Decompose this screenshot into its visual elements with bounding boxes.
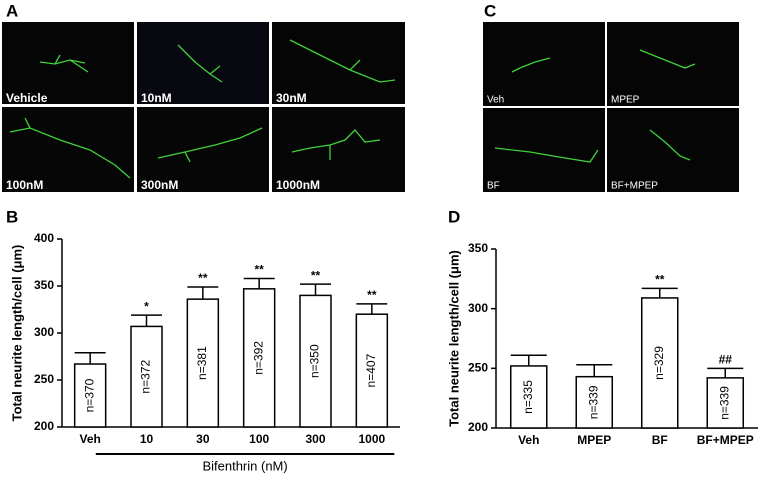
n-label: n=370 (82, 378, 96, 412)
bar (706, 377, 745, 429)
n-label: n=350 (308, 344, 322, 378)
y-tick-label: 200 (468, 420, 488, 434)
neurite (39, 54, 89, 73)
bar (640, 297, 679, 429)
n-label: n=392 (251, 341, 265, 375)
image-label: 300nM (141, 178, 178, 192)
significance-label: ** (198, 271, 208, 285)
panel-letter: B (6, 207, 18, 226)
neurite (291, 129, 381, 160)
bar (509, 365, 548, 429)
neurite (511, 57, 551, 73)
x-tick-label: 30 (196, 432, 210, 446)
bar (186, 298, 220, 428)
n-label: n=381 (195, 346, 209, 380)
panel-letter: D (448, 207, 460, 226)
y-tick-label: 300 (468, 301, 488, 315)
micrograph (137, 22, 269, 104)
x-tick-label: BF (652, 433, 668, 447)
neurite (289, 39, 396, 83)
significance-label: ## (719, 353, 733, 367)
image-label: Veh (487, 95, 504, 106)
x-tick-label: 300 (305, 432, 325, 446)
y-tick-label: 350 (34, 278, 54, 292)
n-label: n=407 (364, 353, 378, 387)
n-label: n=329 (652, 346, 666, 380)
image-label: 1000nM (276, 178, 320, 192)
bar-chart: 200 250 300 350 400 Total neurite length/cell… (9, 231, 400, 473)
bar (575, 375, 614, 429)
x-tick-label: Veh (518, 433, 539, 447)
bar (299, 294, 332, 428)
micrograph (2, 22, 134, 104)
panel-a: A Vehicle 10nM 30nM 100nM 300nM 1000nM (2, 1, 405, 192)
bar (242, 288, 276, 428)
micrograph (607, 22, 739, 106)
micrograph (272, 22, 405, 104)
y-tick-label: 300 (34, 325, 54, 339)
x-tick-label: Veh (79, 432, 100, 446)
image-label: 10nM (141, 91, 172, 105)
micrograph (2, 107, 134, 192)
image-label: BF (487, 181, 500, 192)
x-tick-label: 100 (249, 432, 269, 446)
neurite (157, 127, 263, 163)
y-tick-label: 350 (468, 241, 488, 255)
panel-letter: A (6, 1, 18, 20)
x-tick-label: MPEP (577, 433, 611, 447)
image-label: BF+MPEP (611, 181, 658, 192)
neurite (649, 129, 691, 161)
micrograph (483, 108, 605, 192)
bar-chart: 200 250 300 350 Total neurite length/cell (μ… (446, 241, 758, 447)
significance-label: ** (655, 273, 665, 287)
y-tick-label: 400 (34, 231, 54, 245)
micrograph (272, 107, 405, 192)
micrograph (137, 107, 269, 192)
y-tick-label: 250 (34, 372, 54, 386)
significance-label: ** (311, 268, 321, 282)
image-label: Vehicle (6, 91, 48, 105)
y-axis-label: Total neurite length/cell (μm) (446, 250, 461, 427)
significance-label: * (144, 299, 149, 313)
x-tick-label: 1000 (358, 432, 385, 446)
x-tick-label: 10 (140, 432, 154, 446)
y-axis-label: Total neurite length/cell (μm) (9, 245, 24, 422)
n-label: n=372 (139, 360, 153, 394)
image-label: 100nM (6, 178, 43, 192)
n-label: n=339 (586, 385, 600, 419)
significance-label: ** (367, 288, 377, 302)
micrograph (483, 22, 605, 106)
y-tick-label: 250 (468, 361, 488, 375)
x-axis-label: Bifenthrin (nM) (202, 458, 287, 473)
neurite (9, 117, 131, 179)
neurite (639, 49, 696, 69)
neurite (494, 147, 599, 163)
y-tick-label: 200 (34, 419, 54, 433)
bar (355, 313, 389, 428)
n-label: n=339 (717, 386, 731, 420)
image-label: 30nM (276, 91, 307, 105)
x-tick-label: BF+MPEP (697, 433, 754, 447)
bar (130, 325, 163, 428)
image-label: MPEP (611, 95, 640, 106)
panel-letter: C (484, 1, 496, 20)
panel-c: C Veh MPEP BF BF+MPEP (483, 1, 739, 192)
neurite (177, 44, 223, 83)
n-label: n=335 (521, 380, 535, 414)
significance-label: ** (254, 263, 264, 277)
bar (73, 363, 107, 428)
